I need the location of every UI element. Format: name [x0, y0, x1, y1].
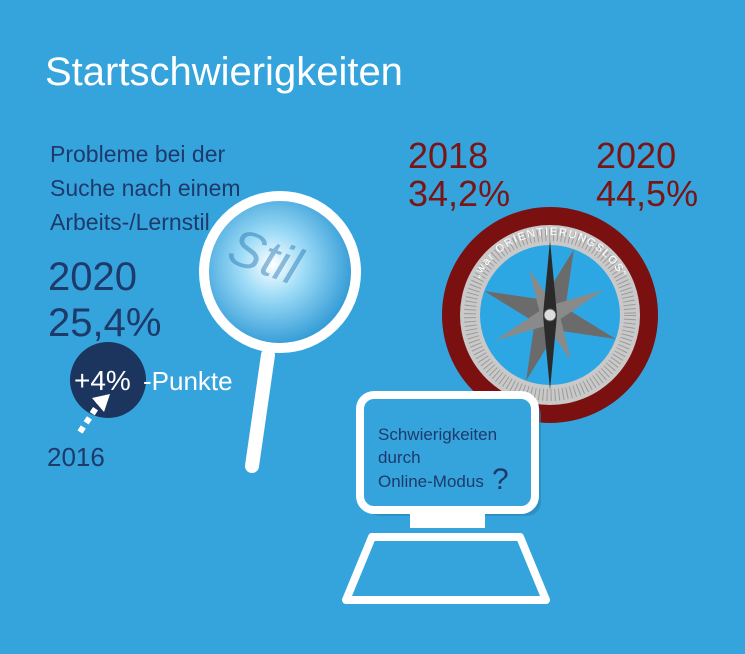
magnifier-lens: [199, 191, 361, 353]
compass-pivot: [543, 308, 557, 322]
year: 2020: [48, 255, 137, 299]
monitor-stand: [410, 514, 485, 528]
change-badge: [70, 342, 146, 418]
magnifier-handle: [245, 348, 275, 473]
monitor-line: Schwierigkeiten: [378, 425, 497, 444]
year: 2018: [408, 135, 488, 176]
heading-line: Probleme bei der: [50, 141, 225, 167]
monitor-line: Online-Modus: [378, 472, 484, 491]
monitor-line: durch: [378, 448, 421, 467]
year: 2020: [596, 135, 676, 176]
value: 25,4%: [48, 301, 161, 345]
arrow-head: [92, 394, 110, 412]
compass-ticks: [464, 229, 636, 401]
change: +4%: [74, 365, 131, 396]
keyboard: [342, 533, 550, 604]
base-year: 2016: [47, 442, 105, 472]
heading-line: Suche nach einem: [50, 175, 241, 201]
monitor: [356, 391, 539, 514]
value: 44,5%: [596, 173, 698, 214]
change-suffix: -Punkte: [143, 366, 233, 396]
value: 34,2%: [408, 173, 510, 214]
title: Startschwierigkeiten: [45, 50, 403, 94]
heading-line: Arbeits-/Lernstil: [50, 209, 210, 235]
monitor-mark: ?: [492, 463, 509, 496]
